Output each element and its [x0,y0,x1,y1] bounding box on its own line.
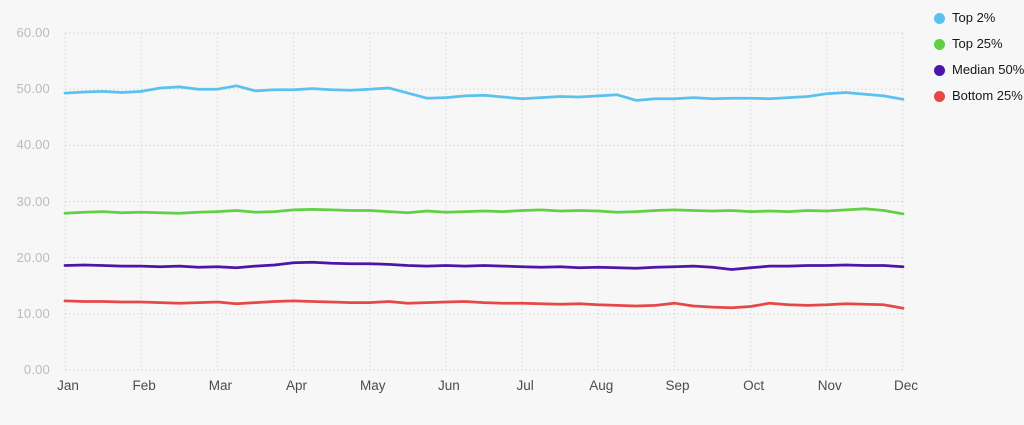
x-tick-label: Jan [57,378,79,393]
legend-color-dot-icon [934,38,945,50]
y-tick-label: 30.00 [16,193,50,209]
series-line-top-2- [63,84,905,102]
y-tick-label: 20.00 [16,249,50,265]
legend-color-dot-icon [934,64,945,76]
legend-color-dot-icon [934,12,945,24]
legend-color-dot-icon [934,90,945,102]
legend: Top 2% Top 25% Median 50% Bottom 25% [934,9,1024,113]
legend-item-median-50-[interactable]: Median 50% [934,61,1024,79]
y-tick-label: 0.00 [23,362,50,377]
legend-item-top-2-[interactable]: Top 2% [934,9,1024,27]
x-tick-label: Mar [208,378,232,393]
x-tick-label: Aug [589,378,614,393]
legend-item-bottom-25-[interactable]: Bottom 25% [934,87,1024,105]
legend-label: Bottom 25% [952,88,1023,103]
x-tick-label: Dec [893,378,918,393]
series-line-top-25- [63,207,905,216]
x-tick-label: Apr [286,378,308,393]
y-tick-label: 50.00 [16,81,50,97]
series-line-median-50- [63,260,905,271]
y-tick-label: 10.00 [16,305,50,321]
legend-label: Top 2% [952,10,996,25]
series-lines [63,84,905,310]
legend-label: Top 25% [952,36,1003,51]
gridlines [64,32,904,371]
x-tick-label: May [359,378,386,393]
x-tick-label: Sep [665,378,690,393]
x-tick-label: Jul [516,378,534,393]
x-tick-label: Feb [132,378,156,393]
x-tick-label: Nov [817,378,842,393]
x-tick-label: Oct [743,378,765,393]
x-tick-label: Jun [438,378,460,393]
y-tick-label: 40.00 [16,137,50,153]
legend-item-top-25-[interactable]: Top 25% [934,35,1024,53]
y-tick-label: 60.00 [16,25,50,40]
legend-label: Median 50% [952,62,1024,77]
series-line-bottom-25- [63,299,905,310]
